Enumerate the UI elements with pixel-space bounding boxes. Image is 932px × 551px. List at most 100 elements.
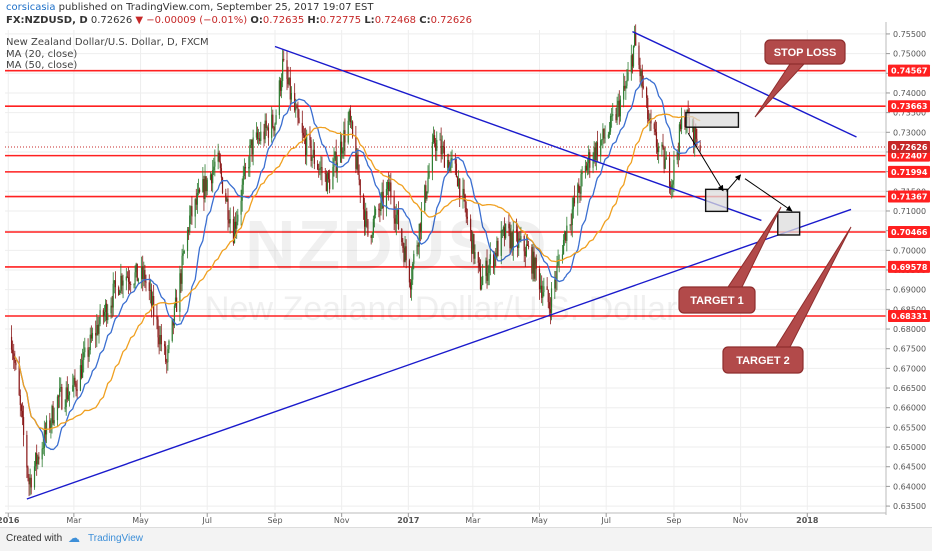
time-tick-label: May [531,516,548,525]
price-axis[interactable]: 0.755000.750000.745000.740000.735000.730… [885,22,930,515]
candle-body [229,218,231,224]
candle-body [396,210,399,215]
time-tick-label: Mar [465,516,481,525]
candle-body [588,152,590,164]
candle-body [198,189,201,192]
candle-body [595,142,597,160]
candle-body [388,182,390,192]
candle-body [183,251,185,254]
candle-body [420,210,423,233]
candle-body [342,150,344,154]
candle-body [150,289,153,306]
author-link[interactable]: corsicasia [6,2,56,13]
candle-body [411,279,413,290]
candle-body [260,131,262,141]
candle-body [458,178,460,187]
candle-body [487,273,489,281]
candle-body [335,151,337,173]
candle-body [88,350,90,357]
candle-body [273,126,275,131]
candle-body [33,466,36,488]
candle-body [462,188,464,199]
candle-body [195,199,197,205]
candle-body [79,365,82,391]
candle-body [283,58,285,61]
candle-body [515,229,518,233]
cloud-logo-icon: ☁ [68,531,80,545]
candle-body [550,288,553,313]
candle-body [210,174,213,184]
candle-body [214,161,216,167]
candle-body [188,229,190,233]
candle-body [172,319,174,326]
candle-body [426,191,428,199]
price-tick-label: 0.66500 [893,384,926,393]
trendline-ascending [26,208,852,500]
candle-body [243,166,245,177]
candle-body [579,192,581,194]
candle-body [695,127,697,139]
candle-body [609,116,612,132]
candle-body [107,313,109,321]
candle-body [43,428,45,448]
candle-body [631,55,634,67]
current-price-label: 0.72626 [891,143,928,152]
level-tag [888,260,930,273]
time-tick-label: 2018 [796,516,819,525]
candle-body [174,297,177,306]
candle-body [220,168,223,178]
candle-body [655,132,658,148]
candle-body [156,316,158,320]
candle-body [267,127,270,138]
candle-body [297,108,299,118]
candle-body [137,278,139,282]
candle-body [318,169,320,171]
candle-body [90,334,92,339]
candle-body [196,192,198,205]
candle-body [492,254,495,268]
candle-body [451,158,453,159]
candle-body [679,124,682,129]
candle-body [594,147,596,160]
low-label: L: [364,15,375,26]
candle-body [190,206,192,216]
time-axis[interactable]: 2016 Mar May Jul Sep Nov 2017 Mar May Jul Sep Nov 20… [0,512,886,525]
candle-body [428,171,430,178]
candle-body [365,211,367,227]
time-tick-label: Sep [666,516,681,525]
candle-body [21,410,24,418]
candle-body [159,335,161,345]
candle-body [136,263,138,282]
candle-body [535,257,537,269]
candle-body [217,152,219,162]
candle-body [41,448,43,460]
candle-body [106,303,108,321]
candle-body [135,263,137,273]
tradingview-logo[interactable]: TradingView [88,533,144,544]
price-tick-label: 0.67000 [893,364,926,373]
ma50-legend[interactable]: MA (50, close) [6,60,78,71]
candle-body [339,141,342,163]
candle-body [439,139,441,141]
candle-body [13,353,15,360]
moving-averages [14,77,701,451]
candle-body [264,120,266,140]
candle-body [557,260,559,266]
ma20-legend[interactable]: MA (20, close) [6,49,78,60]
candle-body [240,200,242,215]
level-tag-label: 0.74567 [891,67,927,76]
level-tag [888,190,930,203]
price-tick-label: 0.64500 [893,463,926,472]
candle-body [474,252,476,259]
candle-body [42,447,44,449]
candle-body [663,147,665,169]
candle-body [464,194,466,208]
chart-title[interactable]: New Zealand Dollar/U.S. Dollar, D, FXCM [6,37,209,48]
candle-body [658,146,660,153]
candle-body [59,388,61,397]
level-tags: 0.74567 0.73663 0.72407 0.71994 0.71367 0.704… [888,64,930,322]
symbol-label[interactable]: FX:NZDUSD, D [6,15,88,26]
candle-body [450,158,452,164]
candle-body [133,284,135,286]
